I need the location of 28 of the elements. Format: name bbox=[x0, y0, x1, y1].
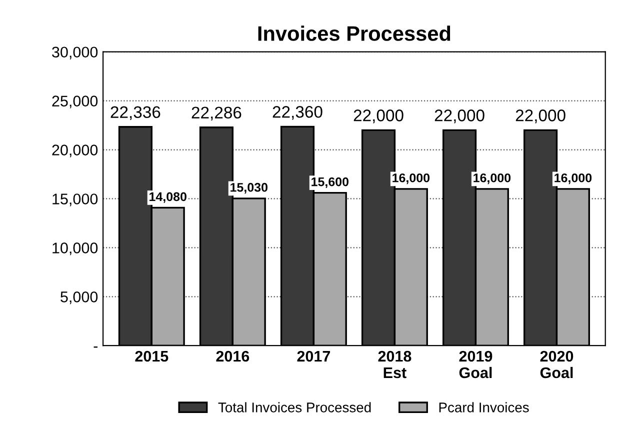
data-label: 22,360 bbox=[272, 106, 322, 120]
x-tick-label: 2016 bbox=[216, 350, 250, 362]
y-tick-label: 30,000 bbox=[52, 46, 98, 60]
data-label: 22,000 bbox=[354, 110, 404, 124]
legend-label: Pcard Invoices bbox=[439, 402, 529, 412]
y-tick-label: - bbox=[94, 346, 98, 348]
data-label: 16,000 bbox=[554, 173, 592, 184]
y-tick-label: 10,000 bbox=[52, 242, 98, 256]
legend-label: Total Invoices Processed bbox=[218, 402, 371, 412]
y-tick-label: 20,000 bbox=[52, 144, 98, 158]
y-tick-label: 5,000 bbox=[60, 292, 98, 304]
data-label: 22,336 bbox=[110, 106, 160, 120]
data-label: 22,000 bbox=[434, 110, 484, 124]
data-label: 15,600 bbox=[312, 177, 348, 188]
data-label: 14,080 bbox=[150, 192, 186, 203]
data-label: 16,000 bbox=[474, 173, 511, 184]
y-tick-label: 25,000 bbox=[52, 96, 98, 108]
data-label: 15,030 bbox=[230, 182, 268, 194]
data-label: 22,286 bbox=[192, 106, 242, 120]
x-tick-label: 2015 bbox=[135, 350, 168, 362]
x-tick-label: 2018 Est bbox=[378, 350, 412, 378]
y-tick-label: 15,000 bbox=[52, 194, 98, 206]
data-label: 22,000 bbox=[516, 110, 566, 124]
x-tick-label: 2019 Goal bbox=[459, 350, 492, 378]
x-tick-label: 2020 Goal bbox=[540, 350, 574, 378]
data-label: 16,000 bbox=[392, 173, 430, 184]
x-tick-label: 2017 bbox=[297, 350, 330, 362]
chart-title: Invoices Processed bbox=[258, 26, 450, 41]
